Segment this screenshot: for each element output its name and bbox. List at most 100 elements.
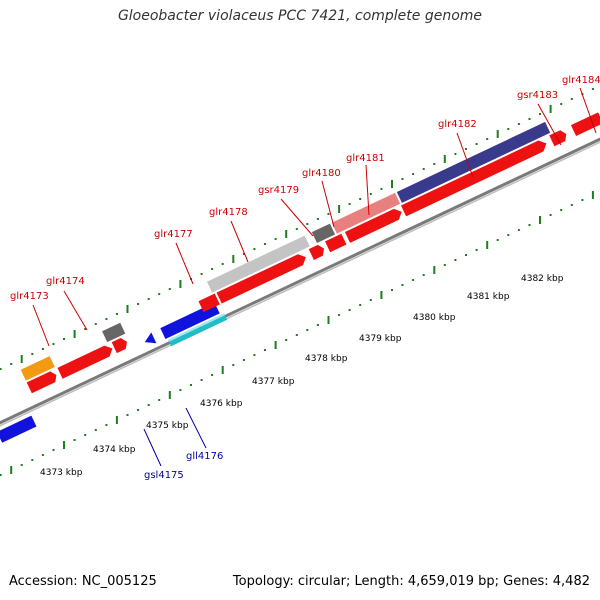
scale-label-4380: 4380 kbp xyxy=(413,313,456,323)
gene-label-glr4180[interactable]: glr4180 xyxy=(302,168,341,179)
gene-block-pink-glr4181[interactable] xyxy=(331,192,401,234)
lower-tick-mark xyxy=(528,224,531,226)
gene-label-glr4173[interactable]: glr4173 xyxy=(10,291,49,302)
lower-tick-mark xyxy=(10,466,13,474)
upper-tick-mark xyxy=(380,188,383,190)
upper-tick-mark xyxy=(391,180,393,188)
upper-tick-mark xyxy=(137,303,140,305)
accession-text: Accession: NC_005125 xyxy=(9,574,157,589)
gene-block-red-glr4182[interactable] xyxy=(400,138,549,217)
gene-block-darkgrey-glr4180[interactable] xyxy=(311,223,336,244)
upper-tick-mark xyxy=(443,155,446,163)
lower-tick-mark xyxy=(264,349,266,351)
upper-tick-mark xyxy=(549,105,552,113)
lower-tick-mark xyxy=(338,314,341,316)
gene-block-cyan-edge xyxy=(168,313,226,342)
gene-label-gsl4175[interactable]: gsl4175 xyxy=(144,470,184,481)
upper-tick-mark xyxy=(242,253,245,255)
upper-tick-mark xyxy=(560,103,563,105)
upper-tick-mark xyxy=(264,243,266,245)
gene-block-red-1[interactable] xyxy=(26,370,59,394)
upper-tick-mark xyxy=(63,338,65,340)
gene-block-red-gsr4179[interactable] xyxy=(308,243,327,260)
gene-label-gll4176[interactable]: gll4176 xyxy=(186,451,223,462)
lower-tick-mark xyxy=(0,474,2,476)
summary-text: Topology: circular; Length: 4,659,019 bp… xyxy=(232,574,590,589)
upper-tick-mark xyxy=(147,298,150,300)
gene-block-blue-small[interactable] xyxy=(142,332,157,347)
upper-tick-mark xyxy=(94,323,97,325)
upper-tick-mark xyxy=(359,198,362,200)
lower-tick-mark xyxy=(179,389,182,391)
gene-label-gsr4183[interactable]: gsr4183 xyxy=(517,90,558,101)
lower-tick-mark xyxy=(591,191,594,199)
upper-tick-mark xyxy=(274,238,277,240)
gene-block-cyan-gll4176[interactable] xyxy=(168,313,228,347)
upper-tick-mark xyxy=(528,118,531,120)
lower-tick-mark xyxy=(316,324,319,326)
gene-block-navy-glr4182[interactable] xyxy=(396,121,551,203)
lower-tick-row xyxy=(0,191,594,476)
upper-tick-mark xyxy=(539,113,541,115)
gene-block-grey-glr4177[interactable] xyxy=(206,235,310,293)
upper-tick-mark xyxy=(73,330,76,338)
gene-block-orange[interactable] xyxy=(20,356,55,381)
callout-lines-bottom xyxy=(143,407,207,467)
upper-tick-mark xyxy=(211,268,214,270)
gene-block-red-3[interactable] xyxy=(111,336,130,354)
upper-tick-mark xyxy=(232,255,235,263)
scale-label-4373: 4373 kbp xyxy=(40,468,83,478)
gene-block-red-glr4177[interactable] xyxy=(216,252,309,304)
lower-tick-mark xyxy=(94,429,97,431)
scale-label-4378: 4378 kbp xyxy=(305,354,348,364)
lower-tick-mark xyxy=(391,289,393,291)
gene-block-darkgrey-glr4174[interactable] xyxy=(102,322,126,343)
gene-label-glr4181[interactable]: glr4181 xyxy=(346,153,385,164)
gene-label-glr4174[interactable]: glr4174 xyxy=(46,276,85,287)
lower-tick-mark xyxy=(496,239,499,241)
gene-label-glr4184[interactable]: glr4184 xyxy=(562,75,600,86)
gene-label-glr4177[interactable]: glr4177 xyxy=(154,229,193,240)
upper-tick-mark xyxy=(454,153,457,155)
upper-tick-mark xyxy=(10,363,13,365)
gene-label-gsr4179[interactable]: gsr4179 xyxy=(258,185,299,196)
lower-tick-mark xyxy=(242,359,245,361)
lower-tick-mark xyxy=(327,316,330,324)
gene-block-red-glr4181[interactable] xyxy=(344,206,404,243)
upper-tick-mark xyxy=(570,98,573,100)
gene-label-glr4182[interactable]: glr4182 xyxy=(438,119,477,130)
upper-tick-mark xyxy=(52,343,55,345)
lower-tick-mark xyxy=(507,234,510,236)
upper-tick-mark xyxy=(285,230,288,238)
lower-tick-mark xyxy=(221,366,224,374)
lower-tick-mark xyxy=(41,454,44,456)
gene-block-blue-left[interactable] xyxy=(0,415,37,443)
gene-block-red-glr4184[interactable] xyxy=(570,112,600,137)
lower-tick-mark xyxy=(539,216,541,224)
upper-tick-mark xyxy=(105,318,108,320)
lower-tick-mark xyxy=(560,209,563,211)
lower-tick-mark xyxy=(348,309,351,311)
lower-tick-mark xyxy=(253,354,256,356)
lower-tick-mark xyxy=(105,424,108,426)
gene-block-red-4[interactable] xyxy=(198,293,220,313)
lower-tick-mark xyxy=(454,259,457,261)
upper-tick-mark xyxy=(306,223,309,225)
gene-block-red-gsr4183[interactable] xyxy=(549,129,569,147)
gene-block-blue-gsl4175[interactable] xyxy=(160,302,220,339)
upper-tick-mark xyxy=(348,203,351,205)
gene-block-red-2[interactable] xyxy=(57,343,115,379)
upper-tick-mark xyxy=(422,168,425,170)
callout-lines-top xyxy=(32,87,597,347)
gene-block-red-glr4180[interactable] xyxy=(325,233,347,253)
lower-tick-mark xyxy=(20,464,23,466)
lower-tick-mark xyxy=(486,241,489,249)
gene-label-glr4178[interactable]: glr4178 xyxy=(209,207,248,218)
lower-tick-mark xyxy=(465,254,467,256)
lower-tick-mark xyxy=(359,304,362,306)
lower-tick-mark xyxy=(306,329,309,331)
lower-tick-mark xyxy=(380,291,383,299)
scale-label-4381: 4381 kbp xyxy=(467,292,510,302)
scale-label-4375: 4375 kbp xyxy=(146,421,189,431)
upper-tick-mark xyxy=(0,368,2,370)
